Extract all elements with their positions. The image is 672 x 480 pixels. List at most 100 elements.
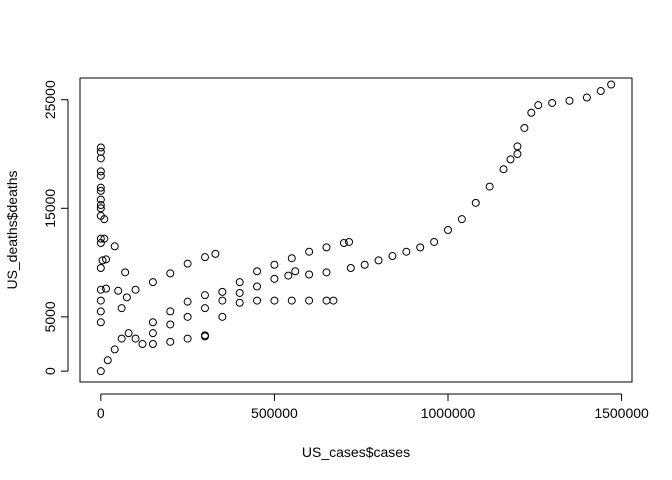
data-point — [98, 256, 107, 265]
data-point — [148, 278, 157, 287]
data-point — [457, 215, 466, 224]
data-point — [329, 296, 338, 305]
x-axis-label: US_cases$cases — [302, 444, 410, 460]
x-tick-label: 0 — [97, 405, 105, 421]
data-point — [200, 304, 209, 313]
data-point — [374, 256, 383, 265]
data-point — [444, 226, 452, 234]
data-point — [102, 255, 111, 264]
data-point — [114, 286, 123, 295]
data-point — [183, 312, 192, 321]
data-point — [124, 329, 133, 338]
data-point — [96, 183, 105, 192]
data-point — [148, 318, 157, 327]
data-point — [388, 252, 397, 261]
data-point — [430, 237, 439, 246]
data-point — [253, 296, 262, 305]
data-point — [96, 201, 105, 210]
data-point — [270, 260, 279, 269]
data-point — [513, 142, 522, 151]
y-axis: 0 5000 15000 25000 — [42, 80, 69, 375]
x-tick-label: 1000000 — [421, 405, 476, 421]
data-point — [200, 253, 209, 262]
data-point — [499, 165, 508, 174]
data-point — [96, 147, 105, 156]
data-point — [110, 242, 119, 251]
data-point — [322, 296, 331, 305]
x-axis: 0 500000 1000000 1500000 — [97, 393, 649, 421]
data-point — [416, 243, 425, 252]
plot-frame — [79, 77, 633, 383]
data-point — [166, 269, 175, 278]
data-point — [360, 260, 369, 269]
data-point — [339, 239, 348, 248]
data-point — [148, 329, 157, 338]
data-point — [527, 108, 536, 117]
data-point — [138, 340, 147, 348]
data-point — [235, 288, 244, 297]
data-point — [96, 195, 105, 204]
data-point — [534, 101, 543, 110]
data-point — [211, 249, 220, 258]
data-point — [148, 340, 157, 348]
data-point — [305, 247, 314, 256]
data-point — [166, 337, 175, 346]
data-point — [218, 287, 227, 296]
y-tick-label: 5000 — [42, 301, 58, 332]
data-point — [513, 150, 522, 158]
data-point — [506, 155, 515, 164]
data-point — [131, 334, 140, 343]
data-point — [565, 96, 574, 105]
data-point — [183, 259, 192, 268]
data-point — [100, 215, 109, 224]
data-point — [96, 154, 105, 163]
data-point — [100, 234, 109, 243]
data-point — [166, 307, 175, 316]
data-point — [96, 171, 105, 180]
data-point — [322, 243, 331, 252]
data-point — [131, 285, 140, 294]
data-point — [200, 332, 209, 341]
data-point — [291, 267, 300, 276]
data-point — [235, 278, 244, 287]
data-point — [305, 296, 314, 305]
data-point — [402, 247, 411, 256]
data-point — [117, 334, 126, 343]
data-point — [253, 282, 262, 291]
data-point — [96, 367, 105, 376]
data-point — [96, 143, 105, 152]
data-point — [96, 285, 105, 294]
x-tick-label: 500000 — [251, 405, 298, 421]
data-point — [117, 304, 126, 313]
data-point — [96, 204, 105, 213]
data-point — [122, 293, 131, 302]
data-point — [520, 123, 529, 132]
data-point — [607, 80, 616, 89]
data-point — [96, 167, 105, 176]
data-point — [270, 296, 279, 305]
data-point — [200, 291, 209, 300]
data-point — [253, 267, 262, 276]
data-point — [96, 307, 105, 316]
data-point — [218, 312, 227, 321]
data-point — [284, 271, 293, 280]
y-tick-label: 15000 — [42, 189, 58, 228]
data-point — [121, 268, 130, 277]
x-tick-label: 1500000 — [594, 405, 649, 421]
data-point — [596, 87, 605, 96]
data-point — [103, 356, 112, 365]
data-point — [345, 237, 354, 246]
data-point — [96, 264, 105, 272]
data-point — [235, 298, 244, 307]
data-point — [287, 296, 296, 305]
data-point — [218, 296, 227, 305]
data-point — [183, 297, 192, 306]
data-point — [96, 186, 105, 195]
data-point — [166, 320, 175, 329]
data-point — [322, 268, 331, 277]
data-point — [110, 345, 119, 354]
y-axis-label: US_deaths$deaths — [4, 170, 20, 289]
data-point — [305, 270, 314, 279]
data-point — [183, 334, 192, 343]
